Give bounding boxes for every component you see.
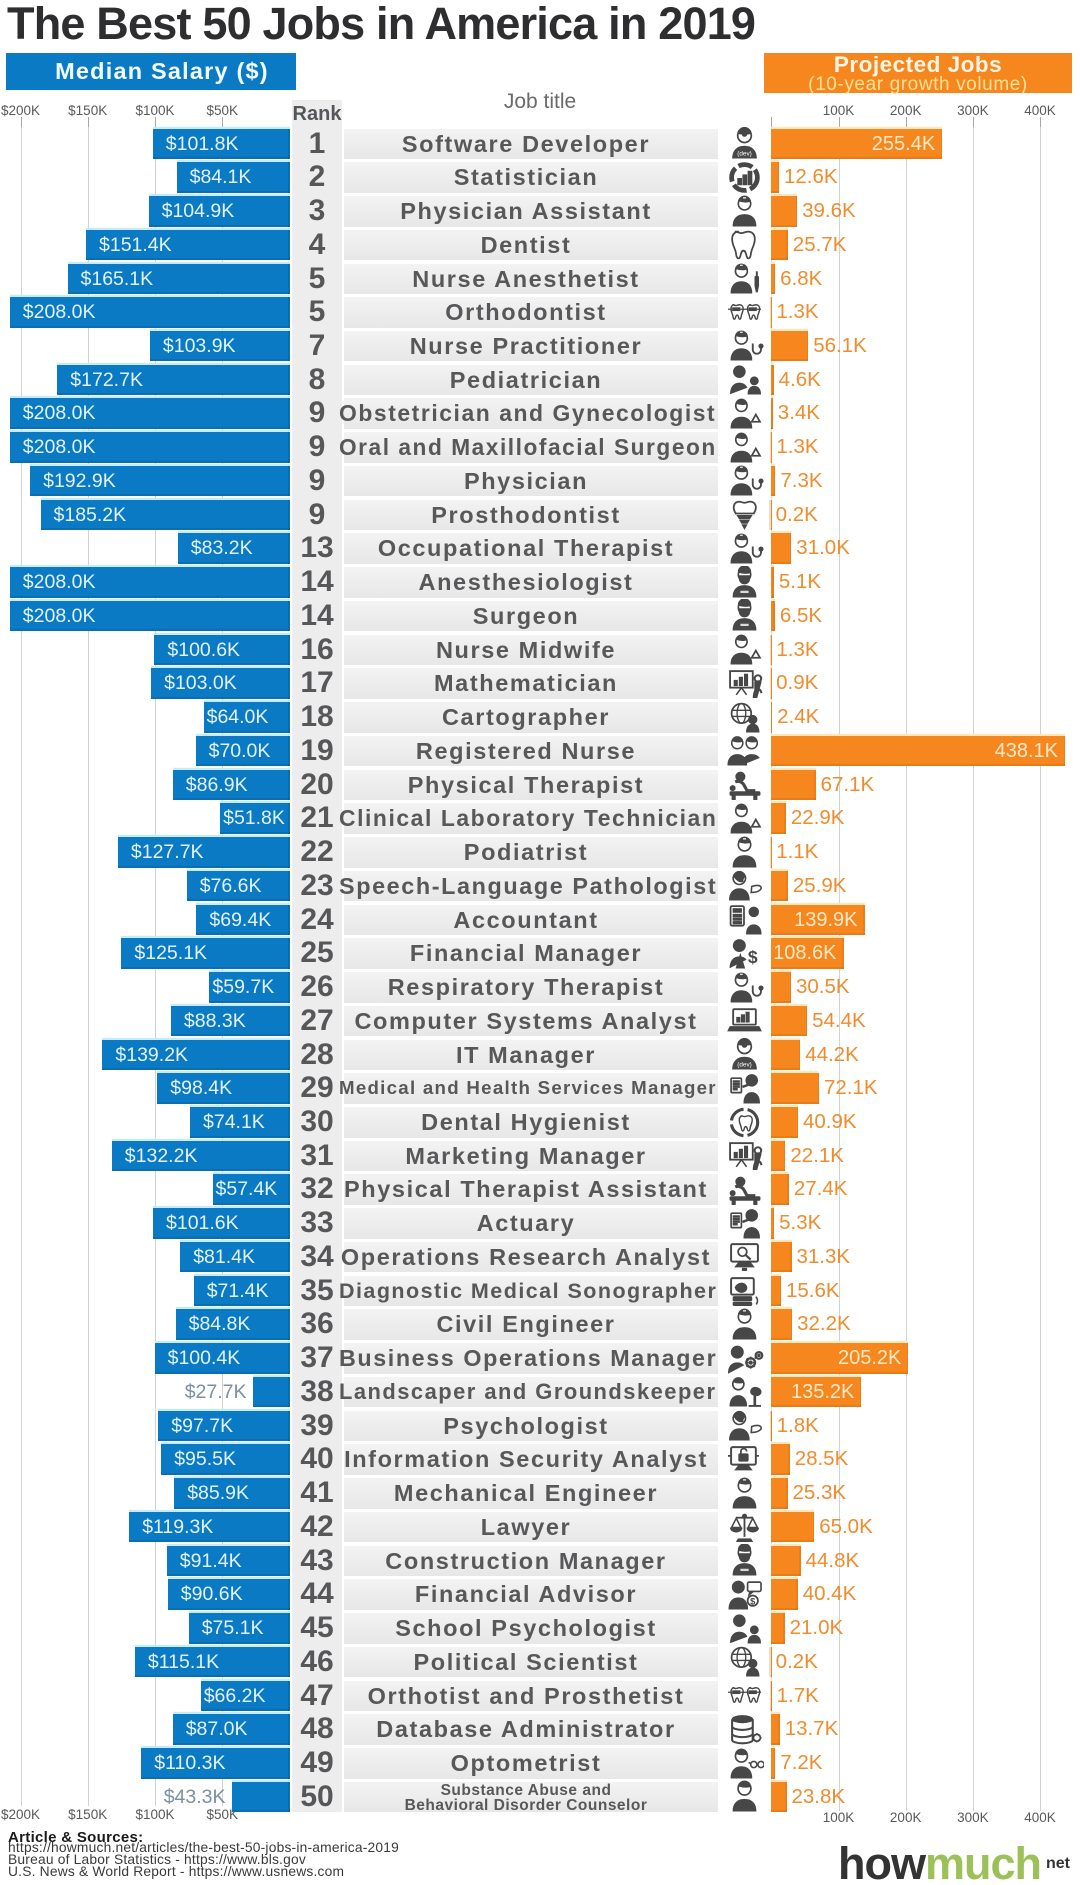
svg-text:(dev): (dev) (737, 1062, 752, 1069)
svg-text:$: $ (750, 1596, 756, 1606)
svg-text:$: $ (748, 947, 758, 967)
svg-text:(dev): (dev) (737, 151, 752, 158)
